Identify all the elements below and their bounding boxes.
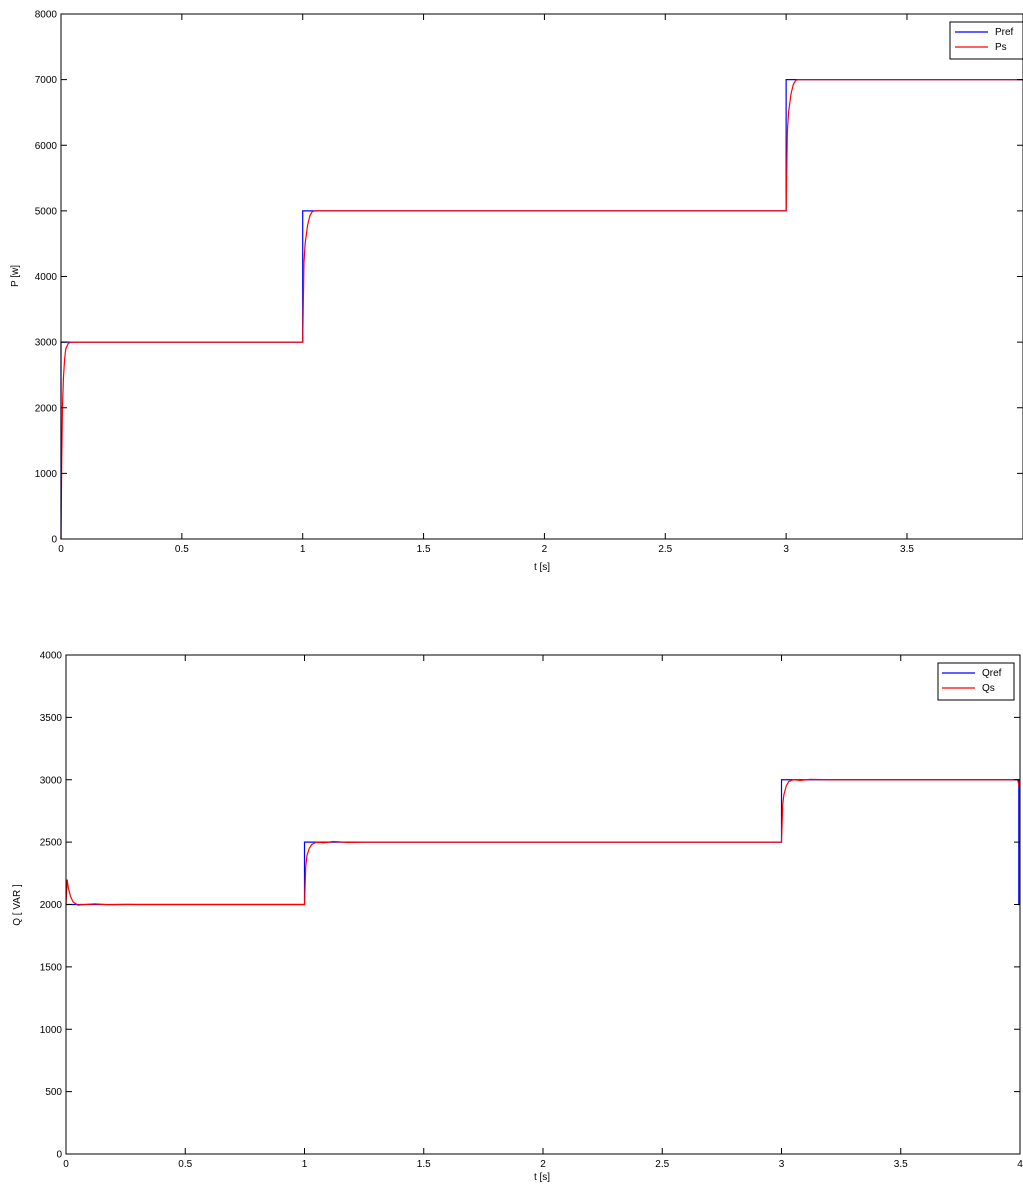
reactive-x-axis-label: t [s] bbox=[534, 1172, 550, 1183]
power-y-tick-label: 4000 bbox=[35, 272, 58, 283]
reactive-y-tick-label: 3500 bbox=[40, 713, 63, 724]
reactive-x-tick-label: 1.5 bbox=[417, 1159, 431, 1170]
reactive-x-tick-label: 3 bbox=[779, 1159, 785, 1170]
power-series-line-ps bbox=[60, 79, 1023, 540]
reactive-chart-ticks: 0 0.5 1 1.5 2 2.5 3 3.5 4 0 500 1000 1500 2000 2500 300… bbox=[40, 651, 1023, 1171]
reactive-legend-label-qref: Qref bbox=[982, 668, 1002, 679]
power-y-tick-label: 5000 bbox=[35, 206, 58, 217]
power-x-tick-label: 0.5 bbox=[175, 544, 189, 555]
power-x-tick-label: 1.5 bbox=[417, 544, 431, 555]
reactive-x-tick-label: 2.5 bbox=[655, 1159, 669, 1170]
reactive-legend-box bbox=[937, 662, 1015, 701]
reactive-legend: Qref Qs bbox=[937, 662, 1015, 701]
power-legend-label-pref: Pref bbox=[995, 27, 1014, 38]
reactive-series-line-qs bbox=[65, 778, 1021, 906]
power-x-tick-label: 2.5 bbox=[658, 544, 672, 555]
reactive-y-tick-label: 500 bbox=[45, 1087, 62, 1098]
power-y-tick-label: 2000 bbox=[35, 403, 58, 414]
reactive-y-tick-label: 3000 bbox=[40, 775, 63, 786]
power-x-tick-label: 3 bbox=[783, 544, 789, 555]
reactive-chart-lines bbox=[65, 778, 1021, 906]
reactive-legend-label-qs: Qs bbox=[982, 683, 995, 694]
reactive-y-tick-label: 2500 bbox=[40, 838, 63, 849]
reactive-y-tick-label: 0 bbox=[56, 1150, 62, 1161]
power-y-tick-label: 6000 bbox=[35, 141, 58, 152]
power-legend: Pref Ps bbox=[949, 21, 1023, 60]
reactive-y-tick-label: 2000 bbox=[40, 900, 63, 911]
reactive-y-tick-label: 1500 bbox=[40, 962, 63, 973]
power-y-axis-label: P [w] bbox=[10, 265, 21, 287]
reactive-x-tick-label: 0 bbox=[63, 1159, 69, 1170]
power-y-tick-label: 1000 bbox=[35, 469, 58, 480]
power-y-tick-label: 7000 bbox=[35, 75, 58, 86]
power-chart: 0 0.5 1 1.5 2 2.5 3 3.5 0 1000 2000 3000 4000 5000 600… bbox=[10, 10, 1023, 573]
power-y-tick-label: 0 bbox=[51, 535, 57, 546]
power-y-tick-label: 3000 bbox=[35, 338, 58, 349]
power-legend-box bbox=[949, 21, 1023, 60]
reactive-x-tick-label: 3.5 bbox=[894, 1159, 908, 1170]
power-y-tick-label: 8000 bbox=[35, 10, 58, 21]
reactive-x-tick-label: 2 bbox=[540, 1159, 546, 1170]
reactive-y-axis-label: Q [ VAR ] bbox=[12, 884, 23, 926]
reactive-power-chart: 0 0.5 1 1.5 2 2.5 3 3.5 4 0 500 1000 1500 2000 2500 300… bbox=[12, 651, 1023, 1184]
reactive-y-tick-label: 1000 bbox=[40, 1025, 63, 1036]
power-chart-ticks: 0 0.5 1 1.5 2 2.5 3 3.5 0 1000 2000 3000 4000 5000 600… bbox=[35, 10, 1023, 555]
reactive-y-tick-label: 4000 bbox=[40, 651, 63, 662]
power-x-tick-label: 2 bbox=[542, 544, 548, 555]
power-x-tick-label: 1 bbox=[300, 544, 306, 555]
power-x-axis-label: t [s] bbox=[534, 562, 550, 573]
power-legend-label-ps: Ps bbox=[995, 42, 1007, 53]
power-x-tick-label: 3.5 bbox=[900, 544, 914, 555]
reactive-x-tick-label: 1 bbox=[302, 1159, 308, 1170]
reactive-x-tick-label: 0.5 bbox=[178, 1159, 192, 1170]
reactive-x-tick-label: 4 bbox=[1017, 1159, 1023, 1170]
power-x-tick-label: 0 bbox=[58, 544, 64, 555]
